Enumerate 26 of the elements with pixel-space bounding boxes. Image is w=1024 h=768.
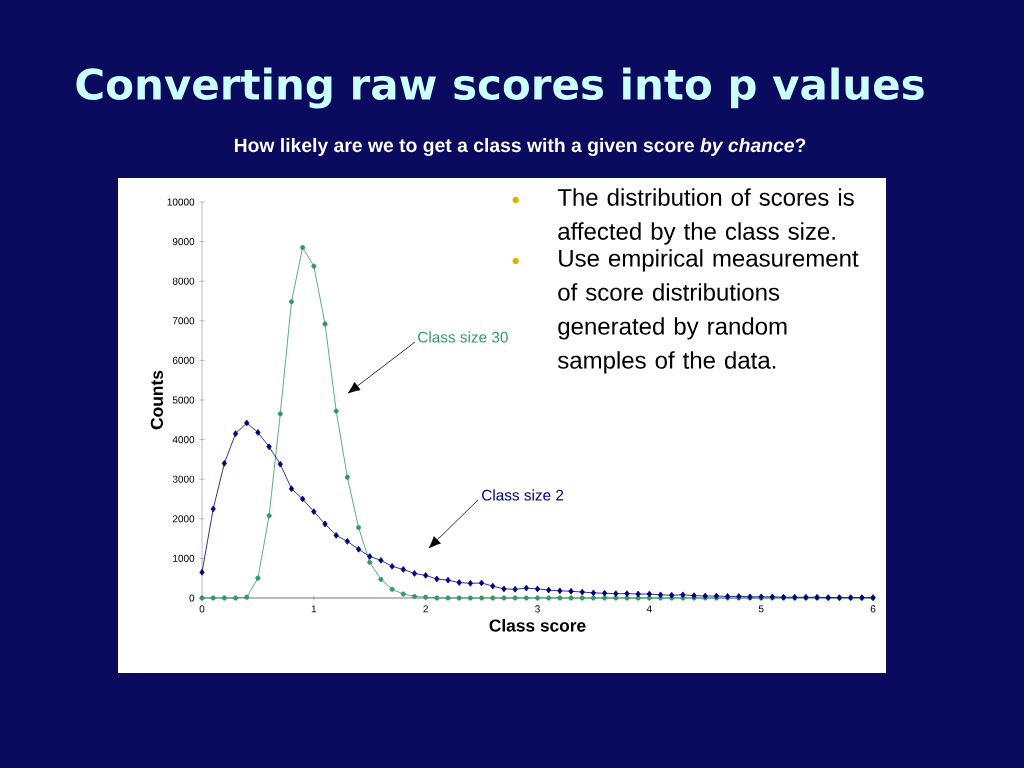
- y-tick-label: 4000: [172, 436, 195, 444]
- x-axis-title: Class score: [489, 618, 586, 632]
- y-tick-label: 3000: [172, 475, 195, 483]
- text: Class size 30: [418, 331, 508, 343]
- annotation: The distribution of scores is affected by the class size.: [557, 188, 854, 245]
- x-tick-label: 1: [311, 605, 317, 613]
- y-tick-label: 1000: [173, 554, 195, 562]
- x-tick-label: 2: [423, 605, 428, 613]
- chart-subtitle: How likely are we to get a class with a given score by chance?: [234, 137, 806, 157]
- y-axis-title: Counts: [150, 370, 163, 430]
- y-tick-label: 9000: [172, 238, 195, 246]
- y-tick-label: 2000: [172, 515, 195, 523]
- x-tick-label: 3: [535, 605, 540, 613]
- x-tick-label: 6: [870, 605, 876, 613]
- y-tick-label: 6000: [172, 356, 195, 364]
- y-tick-label: 7000: [172, 317, 195, 325]
- annotation: Use empirical measurement of score distributions generated by random samples of the data.: [557, 249, 859, 374]
- y-tick-label: 5000: [172, 396, 195, 404]
- x-tick-label: 5: [758, 605, 764, 613]
- y-tick-label: 0: [189, 594, 195, 602]
- x-tick-label: 4: [646, 605, 652, 613]
- text: Class size 2: [482, 489, 564, 501]
- y-tick-label: 8000: [172, 277, 195, 285]
- y-tick-label: 10000: [167, 198, 195, 206]
- x-tick-label: 0: [199, 605, 205, 613]
- chart-title: Converting raw scores into p values: [76, 67, 924, 109]
